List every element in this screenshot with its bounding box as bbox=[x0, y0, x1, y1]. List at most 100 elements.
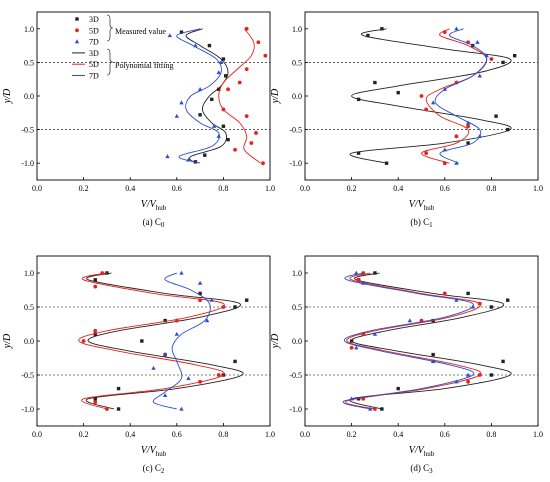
series-3D bbox=[349, 27, 517, 165]
data-point-5D bbox=[454, 134, 459, 139]
fit-curve-3D bbox=[349, 272, 512, 410]
legend-entry-7D: 7D bbox=[89, 72, 99, 81]
data-point-7D bbox=[211, 123, 217, 128]
data-point-7D bbox=[193, 43, 198, 48]
data-point-3D bbox=[489, 373, 494, 377]
data-point-5D bbox=[221, 305, 226, 309]
chart-panel-4: 0.0 0.2 0.4 0.6 0.8 1.0 -1.0 -0.5 0.0 0.5 1.0 V/Vhu… bbox=[270, 255, 543, 475]
legend-brace-measured bbox=[106, 14, 114, 42]
data-point-3D bbox=[245, 298, 249, 302]
y-axis-label: y/D bbox=[2, 88, 13, 104]
data-point-5D bbox=[216, 373, 221, 377]
data-point-7D bbox=[354, 345, 359, 350]
data-point-3D bbox=[380, 27, 384, 31]
data-point-5D bbox=[361, 396, 366, 401]
x-tick-label: 0.8 bbox=[218, 184, 228, 193]
data-point-3D bbox=[233, 305, 237, 309]
data-point-7D bbox=[179, 270, 184, 275]
data-point-3D bbox=[489, 305, 494, 309]
data-point-5D bbox=[233, 147, 237, 152]
data-point-7D bbox=[174, 331, 179, 336]
y-tick-label: 1.0 bbox=[292, 25, 302, 34]
x-axis-label: V/Vhub bbox=[409, 199, 435, 212]
data-point-5D bbox=[263, 53, 268, 58]
data-point-7D bbox=[484, 53, 489, 58]
data-point-5D bbox=[244, 114, 249, 119]
data-point-7D bbox=[430, 100, 436, 105]
data-point-3D bbox=[396, 386, 400, 391]
data-point-3D bbox=[210, 97, 214, 102]
x-axis-label-main: V/V bbox=[141, 445, 158, 456]
chart-panel-1: 0.0 0.2 0.4 0.6 0.8 1.0 -1.0 -0.5 0.0 0.5 1.0 V/Vhu… bbox=[2, 11, 275, 229]
data-point-7D bbox=[442, 86, 447, 91]
x-axis-label-main: V/V bbox=[141, 199, 158, 210]
data-point-3D bbox=[198, 291, 202, 296]
data-point-3D bbox=[356, 151, 361, 155]
data-point-7D bbox=[368, 406, 373, 411]
panel-caption-sub: 0 bbox=[161, 221, 165, 229]
panel-caption-main: (a) C bbox=[143, 217, 161, 227]
x-axis-label-main: V/V bbox=[409, 199, 426, 210]
data-point-3D bbox=[356, 97, 361, 102]
x-tick-label: 0.6 bbox=[440, 184, 450, 193]
x-tick-label: 0.2 bbox=[79, 430, 89, 439]
data-point-7D bbox=[349, 396, 354, 401]
x-axis-label: V/Vhub bbox=[141, 199, 167, 212]
x-tick-label: 0.0 bbox=[300, 184, 310, 193]
fit-curve-5D bbox=[218, 28, 261, 164]
series-5D bbox=[218, 26, 268, 166]
panel-caption: (c) C2 bbox=[143, 463, 165, 475]
y-tick-label: 0.0 bbox=[24, 92, 34, 101]
x-tick-label: 0.4 bbox=[125, 184, 135, 193]
legend-entry-5D: 5D bbox=[89, 26, 99, 35]
data-point-5D bbox=[237, 80, 242, 85]
x-tick-label: 0.0 bbox=[300, 430, 310, 439]
x-tick-label: 1.0 bbox=[265, 430, 275, 439]
data-point-5D bbox=[244, 26, 249, 31]
data-point-7D bbox=[354, 270, 359, 275]
data-point-5D bbox=[226, 87, 230, 92]
series-5D bbox=[345, 271, 482, 411]
data-point-5D bbox=[249, 141, 254, 145]
legend-marker-7D bbox=[74, 39, 80, 44]
x-tick-label: 0.6 bbox=[172, 430, 182, 439]
fit-curve-3D bbox=[85, 272, 244, 410]
y-tick-label: -0.5 bbox=[289, 371, 302, 380]
legend-title-fitting: Polynomial fitting bbox=[115, 61, 173, 70]
series-3D bbox=[179, 28, 230, 164]
data-point-3D bbox=[466, 291, 470, 296]
data-point-3D bbox=[366, 33, 370, 38]
data-point-7D bbox=[442, 147, 447, 152]
x-tick-label: 0.8 bbox=[486, 184, 496, 193]
x-tick-label: 1.0 bbox=[265, 184, 275, 193]
data-point-5D bbox=[198, 298, 203, 303]
data-point-7D bbox=[216, 134, 221, 138]
data-point-7D bbox=[470, 304, 475, 309]
data-point-3D bbox=[163, 318, 167, 323]
data-point-5D bbox=[466, 124, 470, 129]
x-axis-label-sub: hub bbox=[424, 204, 435, 212]
legend-entry-5D: 5D bbox=[89, 60, 99, 69]
panel-caption-main: (d) C bbox=[410, 463, 429, 473]
data-point-7D bbox=[186, 157, 191, 162]
x-tick-label: 1.0 bbox=[533, 184, 543, 193]
data-point-5D bbox=[100, 271, 105, 275]
y-axis-label: y/D bbox=[2, 333, 13, 349]
y-tick-label: 1.0 bbox=[24, 25, 34, 34]
panel-caption-sub: 1 bbox=[429, 221, 433, 229]
x-tick-label: 0.8 bbox=[486, 430, 496, 439]
data-point-5D bbox=[256, 40, 261, 45]
fit-curve-7D bbox=[152, 272, 211, 410]
panel-caption: (b) C1 bbox=[410, 217, 433, 229]
data-point-3D bbox=[501, 60, 505, 65]
x-axis-label: V/Vhub bbox=[409, 445, 435, 458]
data-point-3D bbox=[221, 124, 226, 128]
data-point-5D bbox=[442, 161, 447, 166]
data-point-7D bbox=[179, 406, 184, 411]
y-tick-label: -1.0 bbox=[21, 405, 34, 414]
data-point-3D bbox=[506, 298, 510, 302]
data-point-7D bbox=[407, 318, 413, 323]
series-3D bbox=[85, 271, 249, 411]
data-point-3D bbox=[207, 43, 212, 48]
